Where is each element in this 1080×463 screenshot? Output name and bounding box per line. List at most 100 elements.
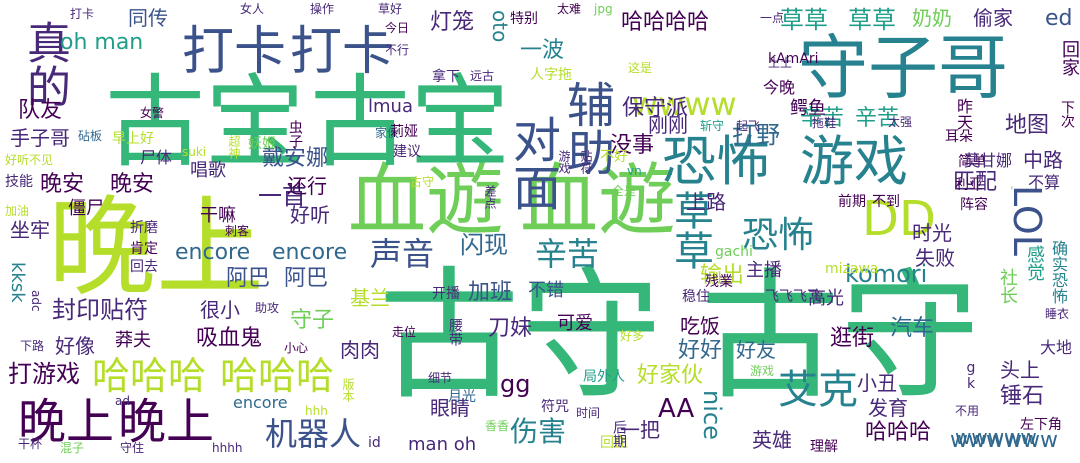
word: 好多 — [620, 329, 645, 343]
word: 发育 — [868, 396, 908, 420]
word: adc — [29, 290, 43, 312]
word: 打卡 — [182, 22, 287, 82]
word: komori — [845, 260, 928, 288]
word: 贴符 — [579, 150, 593, 174]
word: 晚安 — [40, 172, 85, 197]
word: 机器人 — [265, 415, 362, 453]
word: 加油 — [5, 204, 30, 218]
word: 一点 — [760, 11, 785, 25]
word: 一首 — [258, 182, 306, 210]
word: 草草 — [667, 190, 713, 270]
word: 肉肉 — [340, 338, 380, 362]
word: 守子哥 — [798, 27, 1008, 109]
word: encore — [175, 240, 251, 265]
word: 局外人 — [583, 369, 625, 385]
word: gachi — [715, 244, 753, 260]
word: gk — [963, 360, 979, 392]
word: wwwww — [955, 425, 1037, 449]
word: 艾克 — [778, 367, 858, 413]
word: 早上好 — [112, 131, 154, 147]
word: 游戏 — [750, 364, 775, 378]
word: 一把 — [620, 418, 660, 442]
word: 游戏 — [800, 130, 908, 193]
word: 刚刚 — [648, 113, 688, 137]
word: nice — [698, 390, 726, 440]
word: 血遊 — [348, 156, 505, 246]
word: 折磨 — [130, 220, 158, 236]
word: 简单 — [958, 154, 986, 170]
word: 鳄鱼 — [790, 98, 826, 119]
word: 开播 — [432, 286, 460, 302]
word: 晚上 — [18, 394, 115, 450]
word: 拿下 — [432, 69, 460, 85]
word: 锤石 — [1000, 384, 1045, 409]
word: 阵容 — [960, 197, 988, 213]
word: 这是 — [628, 61, 653, 75]
word: 封印贴符 — [52, 296, 148, 324]
word: LOL — [1005, 185, 1049, 256]
word: 差点 — [483, 185, 497, 209]
word: 很小 — [200, 298, 240, 322]
word: 远古 — [470, 69, 495, 83]
word: 回血 — [600, 435, 628, 451]
word: 好像 — [55, 334, 95, 358]
word: lmua — [368, 96, 413, 117]
word: 古宝 — [310, 64, 510, 181]
word: 游戏 — [557, 150, 571, 174]
word: 头上 — [1000, 358, 1040, 382]
word: 戴安娜 — [262, 146, 329, 171]
word: hhhh — [212, 441, 243, 455]
word: 莫甘娜 — [964, 151, 1013, 170]
word: 干杯 — [18, 437, 43, 451]
word: 还行 — [287, 174, 327, 198]
word: 偷家 — [973, 6, 1013, 30]
word: mizawa — [825, 261, 879, 277]
word: 飞飞飞飞 — [765, 289, 821, 305]
word: 辅助 — [558, 80, 614, 176]
word: 恐怖 — [662, 130, 770, 193]
word: 不好 — [600, 149, 628, 165]
word: 伤害 — [510, 415, 567, 448]
word: 不到 — [872, 194, 900, 210]
word: 同传 — [128, 6, 168, 30]
word: 下路 — [20, 339, 45, 353]
word: 一波 — [520, 38, 565, 63]
word: 尸体 — [140, 148, 173, 167]
word: 太强 — [888, 115, 913, 129]
word: 前期 — [838, 194, 866, 210]
word: LOL — [1010, 186, 1012, 190]
word: 没事 — [610, 133, 655, 158]
word: 技能 — [5, 174, 33, 190]
word: 回去 — [130, 259, 158, 275]
word: oh man — [60, 30, 144, 55]
word: 辛苦 — [535, 235, 600, 273]
word: 打卡 — [290, 22, 395, 82]
word: jpg — [594, 2, 613, 16]
word: 残業 — [705, 274, 733, 290]
word: 好友 — [736, 338, 776, 362]
word: 辛苦 — [855, 106, 900, 131]
word: 昨天 — [954, 98, 973, 130]
word: 虫子 — [287, 120, 303, 148]
word: 女人 — [240, 2, 265, 16]
word: 基兰 — [350, 286, 390, 310]
word: 加班 — [468, 280, 513, 305]
word: 后期 — [611, 420, 627, 448]
word: 起飞 — [736, 119, 761, 133]
word: 斩守 — [700, 119, 725, 133]
word: 眼睛 — [430, 396, 470, 420]
word: kksk — [7, 262, 28, 303]
word: 建议 — [393, 144, 421, 160]
word: 声音 — [370, 235, 435, 273]
word: 超神 — [227, 135, 241, 159]
word: 莉娅 — [390, 124, 418, 140]
word: encore — [233, 393, 288, 412]
word: oto — [488, 10, 512, 43]
word: 利亚 — [955, 177, 983, 193]
word: 保守派 — [622, 96, 689, 121]
word: wwww — [632, 85, 737, 123]
word: 妖姬 — [248, 136, 276, 152]
word: 中路 — [1023, 148, 1063, 172]
word: 打游戏 — [8, 360, 80, 388]
word: 可爱 — [557, 313, 593, 334]
